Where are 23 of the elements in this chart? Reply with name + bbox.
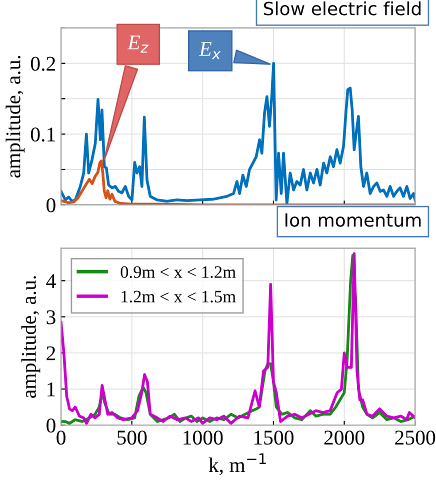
y-tick-label: 0.1 [30,127,55,142]
x-tick-label: 500 [117,430,147,445]
y-tick-label: 0.2 [30,56,56,71]
text: Slow electric field [264,1,421,16]
x-axis-title: k, m$^{−1}$ [208,453,266,476]
x-tick-label: 2000 [324,430,364,445]
x-tick-label: 1500 [254,430,294,445]
y-tick-label: 4 [46,274,56,288]
annotation: E$_{z}$ [127,36,148,53]
y-tick-label: 0 [46,418,56,433]
y-axis-title: amplitude, a.u. [21,276,40,398]
y-tick-label: 1 [48,382,55,396]
legend-label: 0.9m < x < 1.2m [120,266,236,278]
y-axis-title: amplitude, a.u. [6,56,25,178]
legend-label: 1.2m < x < 1.5m [122,290,236,303]
text: Ion momentum [285,213,421,227]
y-tick-label: 3 [46,310,56,324]
x-tick-label: 0 [56,430,66,445]
y-tick-label: 0 [46,198,56,212]
y-tick-label: 2 [46,346,56,360]
annotation: E$_{x}$ [198,42,221,60]
x-tick-label: 2500 [395,430,436,445]
x-tick-label: 1000 [184,430,223,445]
